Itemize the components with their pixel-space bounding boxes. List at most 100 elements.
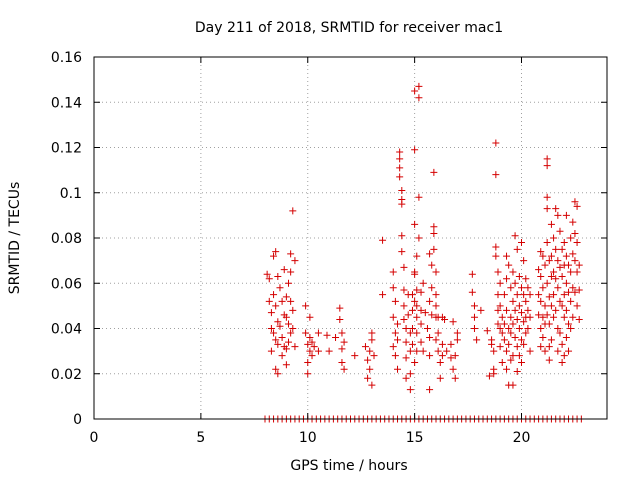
- data-point: [511, 334, 519, 342]
- data-point: [518, 239, 525, 247]
- data-point: [560, 239, 568, 247]
- data-point: [507, 329, 515, 337]
- data-point: [263, 270, 271, 278]
- data-point: [545, 320, 553, 328]
- data-point: [287, 268, 295, 276]
- data-point: [272, 302, 280, 310]
- data-point: [541, 261, 549, 269]
- data-point: [364, 356, 372, 364]
- data-point: [413, 313, 421, 321]
- data-point: [520, 257, 528, 265]
- data-point: [509, 352, 517, 360]
- data-point: [562, 211, 570, 219]
- data-point: [285, 338, 293, 346]
- data-point: [361, 343, 369, 351]
- data-point: [556, 263, 564, 271]
- data-point: [272, 365, 280, 373]
- data-point: [522, 297, 530, 305]
- x-tick-label: 0: [90, 430, 99, 446]
- data-point: [265, 275, 273, 283]
- data-point: [560, 313, 568, 321]
- data-point: [477, 306, 485, 314]
- data-point: [267, 309, 275, 317]
- data-point: [522, 275, 530, 283]
- data-point: [569, 284, 577, 292]
- data-point: [503, 347, 511, 355]
- data-point: [494, 306, 502, 314]
- data-point: [276, 322, 284, 330]
- data-point: [267, 347, 275, 355]
- data-point: [545, 257, 553, 265]
- data-point: [389, 284, 397, 292]
- data-point: [274, 272, 282, 280]
- data-point: [398, 186, 406, 194]
- data-point: [379, 236, 387, 244]
- data-point: [438, 340, 446, 348]
- data-point: [432, 291, 440, 299]
- data-point: [394, 365, 402, 373]
- data-point: [400, 302, 408, 310]
- data-point: [526, 347, 534, 355]
- data-point: [550, 313, 558, 321]
- data-point: [428, 261, 436, 269]
- tick-labels: 0 5 10 15 20 0 0.02 0.04 0.06 0.08 0.1 0.12 0.14 0.16: [51, 50, 531, 446]
- data-point: [560, 352, 568, 360]
- data-point: [304, 340, 312, 348]
- data-point: [535, 311, 543, 319]
- data-point: [398, 248, 406, 256]
- y-tick-label: 0.12: [51, 141, 82, 157]
- data-point: [526, 291, 534, 299]
- data-point: [270, 252, 278, 260]
- data-point: [558, 340, 566, 348]
- data-point: [310, 343, 318, 351]
- data-point: [492, 252, 500, 260]
- data-point: [571, 198, 579, 206]
- data-point: [270, 329, 278, 337]
- data-point: [338, 358, 346, 366]
- data-point: [368, 336, 376, 344]
- data-point: [550, 234, 558, 242]
- data-point: [537, 248, 545, 256]
- data-point: [524, 325, 532, 332]
- data-point: [569, 313, 577, 321]
- data-point: [537, 272, 545, 280]
- data-point: [556, 329, 564, 337]
- data-point: [302, 302, 310, 310]
- y-tick-label: 0.14: [51, 95, 82, 111]
- y-tick-label: 0.02: [51, 367, 82, 383]
- data-point: [278, 297, 286, 305]
- data-point: [539, 284, 547, 292]
- data-point: [396, 164, 404, 172]
- data-point: [351, 352, 359, 360]
- data-point: [304, 370, 312, 378]
- data-point: [434, 329, 442, 337]
- data-point: [554, 211, 562, 219]
- data-point: [314, 329, 322, 337]
- data-point: [308, 338, 316, 346]
- data-point: [274, 340, 282, 348]
- data-point: [513, 343, 521, 351]
- data-point: [513, 315, 521, 323]
- data-point: [447, 340, 455, 348]
- data-point: [543, 239, 551, 247]
- data-point: [552, 306, 560, 314]
- data-point: [340, 338, 348, 346]
- data-point: [543, 205, 551, 213]
- data-point: [543, 162, 551, 170]
- data-point: [470, 313, 478, 321]
- data-point: [432, 268, 440, 276]
- data-point: [396, 173, 404, 181]
- data-point: [408, 291, 416, 299]
- data-point: [515, 302, 523, 310]
- data-point: [485, 372, 493, 380]
- data-point: [332, 334, 340, 342]
- x-tick-label: 15: [406, 430, 424, 446]
- data-points: [261, 82, 585, 423]
- data-point: [543, 311, 551, 319]
- y-tick-label: 0.16: [51, 50, 82, 66]
- data-point: [539, 313, 547, 321]
- data-point: [575, 261, 583, 269]
- data-point: [436, 374, 444, 382]
- data-point: [498, 358, 506, 366]
- data-point: [496, 279, 504, 287]
